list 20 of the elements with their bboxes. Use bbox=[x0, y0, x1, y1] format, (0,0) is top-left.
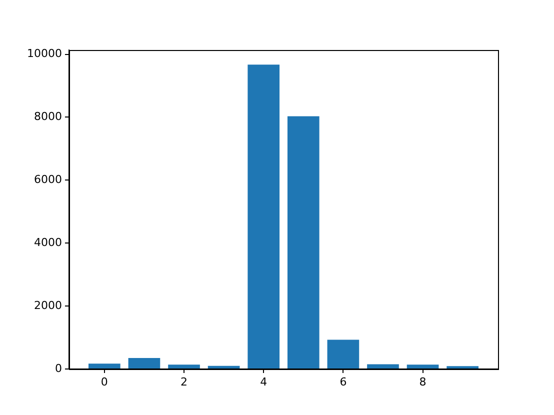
bar bbox=[406, 364, 439, 368]
x-tick-label: 2 bbox=[180, 375, 188, 388]
x-tick-label: 8 bbox=[419, 375, 426, 388]
y-tick-label: 4000 bbox=[34, 236, 62, 249]
y-tick-label: 6000 bbox=[34, 173, 62, 186]
y-tick-label: 2000 bbox=[34, 298, 62, 312]
bar bbox=[248, 64, 280, 368]
bar bbox=[88, 364, 120, 368]
bar bbox=[327, 340, 360, 368]
bar bbox=[367, 364, 399, 368]
bar bbox=[168, 364, 200, 368]
bar bbox=[287, 116, 320, 368]
x-tick-label: 4 bbox=[260, 375, 268, 388]
x-tick-label: 0 bbox=[100, 375, 108, 388]
y-tick-label: 0 bbox=[55, 362, 62, 375]
y-tick-label: 10000 bbox=[27, 47, 62, 60]
bar bbox=[128, 358, 160, 368]
bar bbox=[208, 366, 240, 368]
x-tick-label: 6 bbox=[340, 375, 347, 388]
y-tick-label: 8000 bbox=[34, 110, 62, 124]
